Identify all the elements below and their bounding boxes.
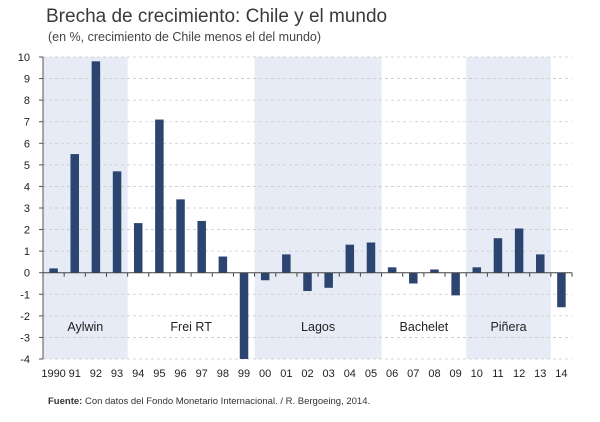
- bar-92: [91, 61, 101, 273]
- x-tick-label: 96: [174, 368, 186, 380]
- y-tick-label: -2: [20, 311, 30, 323]
- bar-03: [324, 272, 333, 288]
- bar-11: [493, 238, 503, 273]
- x-tick-label: 91: [69, 368, 81, 380]
- bar-00: [260, 272, 270, 281]
- y-tick-label: 3: [24, 203, 30, 215]
- bar-04: [345, 244, 355, 273]
- x-tick-label: 95: [153, 368, 165, 380]
- bar-98: [218, 256, 228, 273]
- x-tick-label: 03: [323, 368, 335, 380]
- bar-09: [451, 272, 460, 296]
- x-tick-label: 97: [196, 368, 208, 380]
- bar-96: [176, 199, 185, 273]
- source-text: Con datos del Fondo Monetario Internacio…: [84, 396, 371, 407]
- x-tick-label: 92: [90, 368, 102, 380]
- y-tick-label: 2: [24, 225, 30, 237]
- x-tick-label: 94: [132, 368, 144, 380]
- y-tick-label: 5: [24, 160, 30, 172]
- chart-title: Brecha de crecimiento: Chile y el mundo: [46, 6, 388, 27]
- y-tick-label: -3: [20, 332, 30, 344]
- bar-08: [430, 269, 439, 273]
- bar-1990: [49, 268, 58, 273]
- period-label: Lagos: [301, 320, 335, 334]
- x-tick-label: 08: [428, 368, 440, 380]
- bar-97: [197, 220, 206, 273]
- x-tick-label: 02: [301, 368, 313, 380]
- bar-06: [387, 267, 397, 273]
- x-tick-label: 13: [534, 368, 546, 380]
- bar-99: [239, 272, 249, 359]
- period-band-lagos: [254, 57, 382, 359]
- y-tick-label: -1: [20, 289, 30, 301]
- x-tick-label: 14: [555, 368, 567, 380]
- x-tick-label: 05: [365, 368, 377, 380]
- y-tick-label: 8: [24, 95, 30, 107]
- bar-93: [112, 171, 122, 273]
- y-tick-label: 4: [24, 181, 30, 193]
- x-tick-label: 00: [259, 368, 271, 380]
- bar-10: [472, 267, 482, 273]
- period-label: Bachelet: [400, 320, 449, 334]
- chart-subtitle: (en %, crecimiento de Chile menos el del…: [48, 30, 322, 44]
- x-tick-label: 98: [217, 368, 229, 380]
- period-label: Aylwin: [67, 320, 103, 334]
- x-tick-label: 1990: [41, 368, 65, 380]
- x-tick-label: 04: [344, 368, 356, 380]
- y-tick-label: 6: [24, 138, 30, 150]
- x-tick-label: 99: [238, 368, 250, 380]
- bar-14: [557, 272, 566, 308]
- period-band-piñera: [466, 57, 551, 359]
- y-tick-label: 1: [24, 246, 30, 258]
- y-tick-label: 0: [24, 268, 30, 280]
- y-tick-label: 9: [24, 74, 30, 86]
- x-tick-label: 09: [449, 368, 461, 380]
- bar-05: [366, 242, 376, 273]
- period-label: Frei RT: [170, 320, 212, 334]
- x-tick-label: 10: [471, 368, 483, 380]
- y-tick-label: 10: [18, 52, 30, 64]
- x-tick-label: 93: [111, 368, 123, 380]
- x-tick-label: 01: [280, 368, 292, 380]
- source-label: Fuente:: [48, 396, 83, 407]
- bar-12: [514, 228, 524, 273]
- y-tick-label: -4: [20, 354, 30, 366]
- x-tick-label: 06: [386, 368, 398, 380]
- bar-01: [282, 254, 291, 273]
- bar-95: [155, 119, 164, 273]
- x-tick-label: 11: [492, 368, 503, 380]
- bar-91: [70, 154, 79, 273]
- source-note: Fuente: Con datos del Fondo Monetario In…: [48, 396, 370, 407]
- x-tick-label: 07: [407, 368, 419, 380]
- bar-13: [536, 254, 545, 273]
- bar-94: [133, 223, 143, 273]
- bar-02: [303, 272, 312, 292]
- period-label: Piñera: [490, 320, 526, 334]
- bar-07: [409, 272, 418, 284]
- y-tick-label: 7: [24, 117, 30, 129]
- x-tick-label: 12: [513, 368, 525, 380]
